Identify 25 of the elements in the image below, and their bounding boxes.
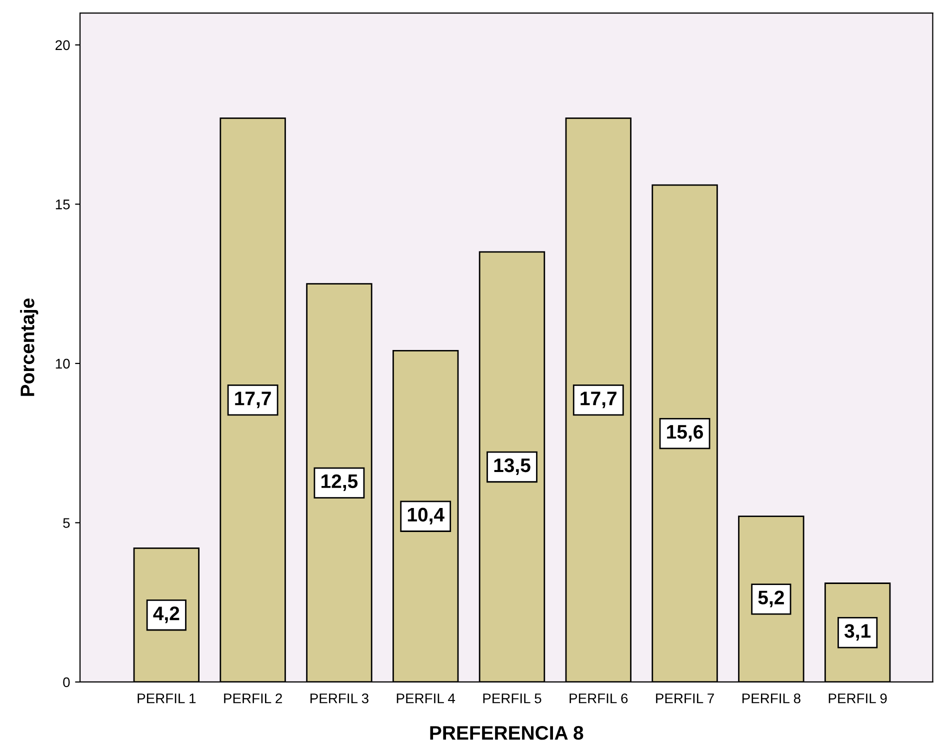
y-axis-title: Porcentaje bbox=[20, 298, 38, 396]
x-tick-label: PERFIL 5 bbox=[483, 694, 542, 704]
y-tick-label: 0 bbox=[63, 677, 70, 688]
y-tick-label: 15 bbox=[56, 200, 70, 210]
x-axis-title: PREFERENCIA 8 bbox=[430, 726, 584, 740]
data-label: 15,6 bbox=[667, 424, 703, 442]
x-tick-label: PERFIL 1 bbox=[138, 694, 196, 704]
data-label: 4,2 bbox=[153, 606, 180, 624]
x-tick-label: PERFIL 9 bbox=[828, 693, 887, 704]
data-label: 10,4 bbox=[408, 508, 444, 524]
data-label: 3,1 bbox=[844, 624, 871, 641]
data-label: 17,7 bbox=[580, 392, 616, 408]
x-tick-label: PERFIL 6 bbox=[570, 693, 628, 704]
y-tick-label: 5 bbox=[63, 518, 70, 528]
x-tick-label: PERFIL 3 bbox=[310, 693, 368, 704]
data-label: 13,5 bbox=[494, 458, 530, 476]
data-label: 5,2 bbox=[758, 590, 784, 608]
data-label: 12,5 bbox=[322, 474, 358, 491]
x-tick-label: PERFIL 4 bbox=[396, 694, 456, 704]
data-label: 17,7 bbox=[235, 392, 271, 408]
x-tick-label: PERFIL 7 bbox=[656, 694, 714, 704]
y-tick-label: 10 bbox=[56, 358, 70, 369]
x-tick-label: PERFIL 8 bbox=[742, 693, 800, 704]
y-tick-label: 20 bbox=[56, 40, 70, 50]
x-tick-label: PERFIL 2 bbox=[224, 693, 282, 704]
